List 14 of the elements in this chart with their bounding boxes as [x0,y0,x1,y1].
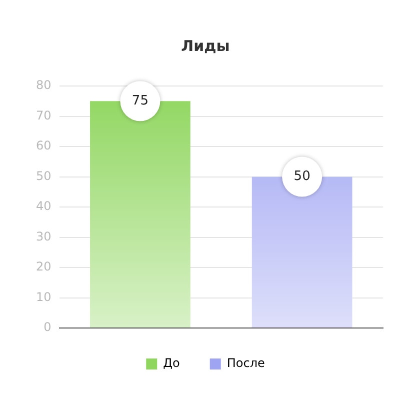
data-label: 75 [132,94,148,108]
y-tick-label: 30 [36,229,52,244]
y-tick-label: 10 [36,290,52,304]
legend-label: После [226,356,265,370]
y-tick-label: 60 [36,138,52,153]
y-tick-label: 80 [36,78,52,92]
y-tick-label: 40 [36,199,52,214]
y-tick-label: 70 [36,108,52,122]
y-tick-label: 50 [36,168,52,183]
y-tick-label: 20 [36,260,52,274]
legend-label: До [163,356,180,370]
y-tick-label: 0 [44,320,52,334]
chart-title: Лиды [181,36,230,55]
data-label: 50 [294,169,310,184]
